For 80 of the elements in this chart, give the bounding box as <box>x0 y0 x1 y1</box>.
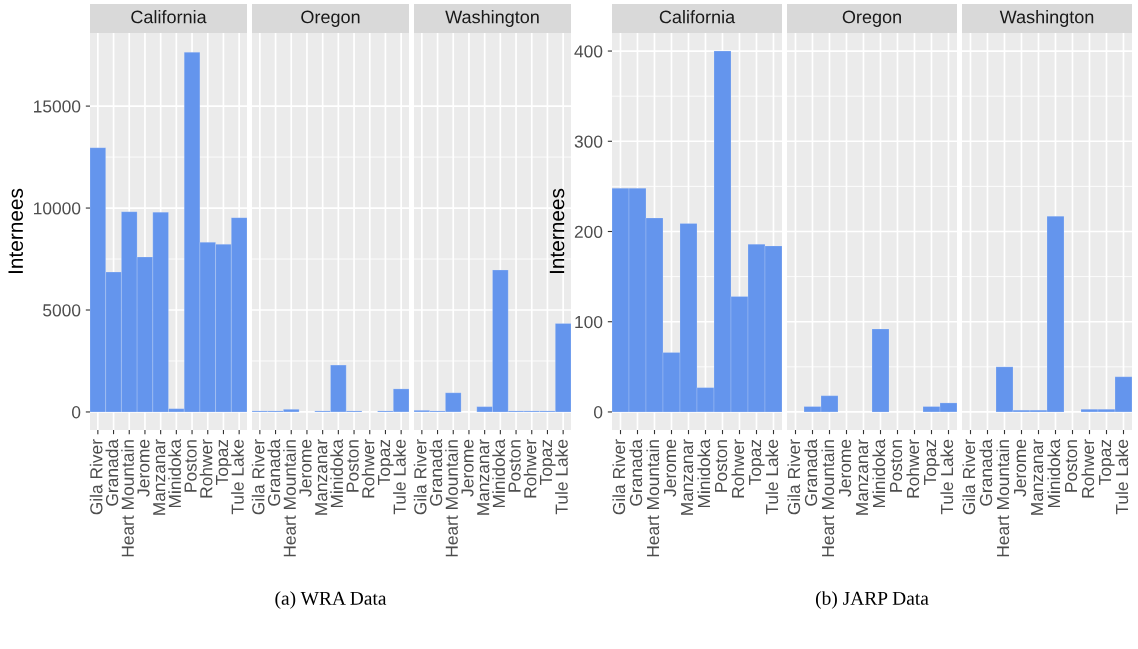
x-tick-label: Granada <box>105 439 119 506</box>
x-tick-label: Jerome <box>461 439 474 497</box>
x-tick-label: Rohwer <box>361 439 375 498</box>
chart-title: Oregon <box>842 10 901 27</box>
x-tick-label: Heart Mountain <box>445 440 458 557</box>
x-tick-label: Rohwer <box>906 439 920 498</box>
x-tick-label: Manzanar <box>681 439 694 515</box>
y-tick-label: 10000 <box>34 202 81 215</box>
x-tick-label: Tule Lake <box>555 439 568 515</box>
y-tick-label: 300 <box>574 135 603 148</box>
y-tick-label: 0 <box>72 406 81 419</box>
x-tick-label: Poston <box>508 440 521 492</box>
chart-title: California <box>659 10 736 24</box>
x-tick-label: Jerome <box>839 439 852 497</box>
x-tick-label: Minidoka <box>1047 439 1061 508</box>
x-tick-label: Gila River <box>89 439 103 515</box>
x-tick-label: Minidoka <box>168 439 182 508</box>
y-tick-label: 100 <box>575 315 603 329</box>
bar <box>871 328 890 413</box>
x-tick-label: Heart Mountain <box>121 440 134 557</box>
x-tick-label: Manzanar <box>153 439 166 515</box>
x-tick-label: Granada <box>429 439 443 506</box>
y-axis-title: Internees <box>8 188 24 273</box>
chart-title: Washington <box>445 10 539 27</box>
text: (a) WRA Data <box>275 591 387 609</box>
y-tick-label: 400 <box>574 45 603 58</box>
x-tick-label: Gila River <box>413 439 427 515</box>
x-tick-label: Manzanar <box>477 439 490 515</box>
x-tick-label: Rohwer <box>731 439 745 498</box>
x-tick-label: Topaz <box>540 439 556 485</box>
x-tick-label: Rohwer <box>1081 439 1095 498</box>
x-tick-label: Minidoka <box>330 439 344 508</box>
y-axis-title: Internees <box>549 188 565 273</box>
chart-title: Oregon <box>301 10 360 27</box>
x-tick-label: Granada <box>979 439 993 506</box>
x-tick-label: Gila River <box>612 439 626 515</box>
x-tick-label: Minidoka <box>697 439 711 508</box>
x-tick-label: Heart Mountain <box>996 440 1010 557</box>
x-tick-label: Granada <box>804 439 818 506</box>
x-tick-label: Rohwer <box>199 439 213 498</box>
x-tick-label: Heart Mountain <box>283 440 296 557</box>
x-tick-label: Jerome <box>299 439 312 497</box>
text: (b) JARP Data <box>815 591 929 609</box>
x-tick-label: Jerome <box>137 439 150 497</box>
y-tick-label: 5000 <box>43 304 81 317</box>
x-tick-label: Heart Mountain <box>646 440 660 557</box>
x-tick-label: Poston <box>1065 440 1078 492</box>
x-tick-label: Manzanar <box>856 439 869 515</box>
x-tick-label: Gila River <box>787 439 801 515</box>
x-tick-label: Gila River <box>962 439 976 515</box>
x-tick-label: Gila River <box>251 439 265 515</box>
x-tick-label: Topaz <box>1099 439 1115 485</box>
x-tick-label: Poston <box>715 440 728 492</box>
x-tick-label: Tule Lake <box>393 439 406 515</box>
chart-title: Washington <box>999 10 1094 27</box>
y-tick-label: 15000 <box>34 100 81 113</box>
y-tick-label: 0 <box>594 406 603 419</box>
x-tick-label: Topaz <box>924 439 940 485</box>
x-tick-label: Minidoka <box>492 439 506 508</box>
x-tick-label: Topaz <box>378 439 394 485</box>
x-tick-label: Jerome <box>664 439 677 497</box>
y-tick-label: 200 <box>574 225 603 238</box>
x-tick-label: Granada <box>629 439 643 506</box>
x-tick-label: Poston <box>346 440 359 492</box>
x-tick-label: Tule Lake <box>231 439 244 515</box>
x-tick-label: Tule Lake <box>765 439 779 515</box>
x-tick-label: Minidoka <box>872 439 886 508</box>
x-tick-label: Topaz <box>216 439 232 485</box>
x-tick-label: Manzanar <box>315 439 328 515</box>
x-tick-label: Manzanar <box>1031 439 1044 515</box>
chart-title: California <box>131 10 207 24</box>
x-tick-label: Jerome <box>1014 439 1027 497</box>
x-tick-label: Granada <box>267 439 281 506</box>
x-tick-label: Poston <box>890 440 903 492</box>
x-tick-label: Rohwer <box>523 439 537 498</box>
x-tick-label: Topaz <box>749 439 765 485</box>
x-tick-label: Heart Mountain <box>821 440 835 557</box>
x-tick-label: Poston <box>184 440 197 492</box>
x-tick-label: Tule Lake <box>940 439 954 515</box>
x-tick-label: Tule Lake <box>1115 439 1129 515</box>
